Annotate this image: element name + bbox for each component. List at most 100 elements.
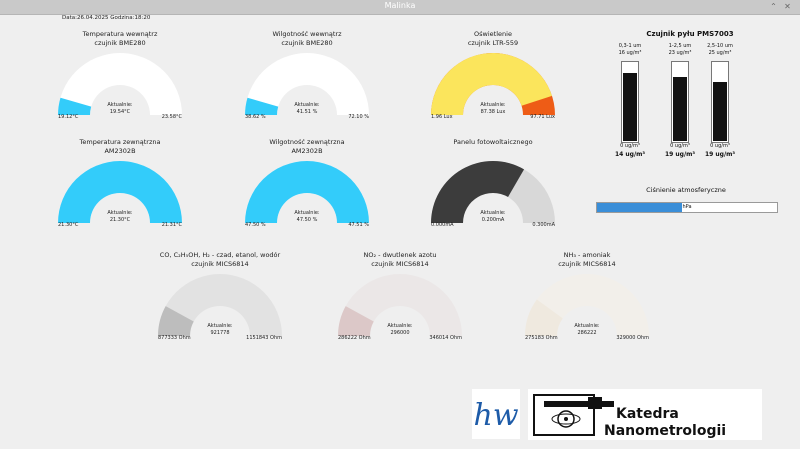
gauge-min: 1.96 Lux (431, 114, 453, 120)
gauge-current: Aktualnie: 19.54°C (30, 102, 210, 116)
gauge-current: Aktualnie: 47.50 % (217, 210, 397, 224)
gauge-subtitle: czujnik MICS6814 (558, 260, 616, 268)
pressure-label: Ciśnienie atmosferyczne (646, 186, 726, 194)
gauge-current-label: Aktualnie: (107, 210, 133, 216)
gauge-value-arc (58, 161, 182, 223)
logo-hw-text: hw (474, 398, 519, 433)
pms-zero: 0 ug/m³ (670, 143, 690, 149)
gauge-value-arc (431, 161, 525, 223)
gauge-gas-nh3: NH₃ - amoniak czujnik MICS6814 Aktualnie: 2… (497, 251, 677, 361)
gauge-title: Temperatura wewnątrz (82, 30, 158, 38)
gauge-min: 877333 Ohm (158, 335, 191, 341)
minimize-icon[interactable]: ⌃ (770, 2, 777, 11)
window-titlebar: Malinka ⌃ ✕ (0, 0, 800, 15)
gauge-value-arc (431, 53, 552, 115)
gauge-min: 0.000mA (431, 222, 454, 228)
gauge-title: CO, C₂H₅OH, H₂ - czad, etanol, wodór (159, 251, 281, 259)
gauge-title: Wilgotność zewnątrzna (269, 138, 345, 146)
pms-range: 2,5-10 um (707, 43, 733, 49)
pms-bar-pm25: 1-2,5 um 23 ug/m³ 0 ug/m³ 19 ug/m³ (660, 43, 700, 163)
gauge-current-value: 296000 (390, 330, 410, 336)
gauge-max: 97.71 Lux (530, 114, 555, 120)
gauge-min: 275183 Ohm (525, 335, 558, 341)
gauge-value-arc (338, 306, 374, 336)
gauge-title: Panelu fotowoltaicznego (453, 138, 533, 146)
university-logo: hw (472, 389, 520, 439)
logo-line2: Nanometrologii (604, 423, 726, 439)
gauge-max: 47.51 % (348, 222, 369, 228)
gauge-current: Aktualnie: 87.38 Lux (403, 102, 583, 116)
gauge-bg-arc (245, 53, 369, 115)
window-title: Malinka (384, 1, 416, 10)
gauge-max: 23.58°C (161, 114, 182, 120)
gauge-subtitle: czujnik BME280 (94, 39, 146, 47)
gauge-current-value: 0.200mA (481, 217, 505, 223)
pms-bar-pm1: 0,3-1 um 16 ug/m³ 0 ug/m³ 14 ug/m³ (610, 43, 650, 163)
gauge-hum-out: Wilgotność zewnątrzna AM2302B Aktualnie: 47… (217, 138, 397, 248)
gauge-max: 1151843 Ohm (246, 335, 282, 341)
gauge-current-label: Aktualnie: (480, 102, 506, 108)
pms-title: Czujnik pyłu PMS7003 (646, 30, 734, 38)
gauge-min: 38.62 % (245, 114, 266, 120)
gauge-value-arc (245, 161, 369, 223)
gauge-subtitle: czujnik MICS6814 (191, 260, 249, 268)
gauge-current-label: Aktualnie: (294, 102, 320, 108)
gauge-current: Aktualnie: 286222 (497, 323, 677, 337)
gauge-light: Oświetlenie czujnik LTR-559 Aktualnie: 87.3… (403, 30, 583, 140)
pms-zero: 0 ug/m³ (710, 143, 730, 149)
gauge-subtitle: AM2302B (291, 147, 323, 155)
department-logo: Katedra Nanometrologii (528, 389, 762, 440)
gauge-bg-arc (58, 53, 182, 115)
gauge-current: Aktualnie: 921778 (130, 323, 310, 337)
pms-bar-fill (623, 73, 637, 141)
gauge-title: Oświetlenie (474, 30, 512, 38)
gauge-max: 346014 Ohm (429, 335, 462, 341)
gauge-solar: Panelu fotowoltaicznego Aktualnie: 0.200mA… (403, 138, 583, 248)
pms-value: 19 ug/m³ (664, 151, 696, 158)
pms-range: 1-2,5 um (668, 43, 692, 49)
gauge-current-label: Aktualnie: (207, 323, 233, 329)
pressure-text: hPa (682, 204, 692, 210)
gauge-min: 19.12°C (58, 114, 79, 120)
gauge-current-value: 19.54°C (109, 109, 131, 115)
pms-value: 14 ug/m³ (614, 151, 646, 158)
gauge-current: Aktualnie: 296000 (310, 323, 490, 337)
gauge-max: 0.300mA (532, 222, 555, 228)
pms-range: 0,3-1 um (618, 43, 642, 49)
gauge-subtitle: czujnik BME280 (281, 39, 333, 47)
pms-bar-fill (673, 77, 687, 141)
gauge-title: Wilgotność wewnątrz (272, 30, 342, 38)
gauge-title: Temperatura zewnątrzna (79, 138, 161, 146)
close-icon[interactable]: ✕ (784, 2, 791, 11)
gauge-hum-in: Wilgotność wewnątrz czujnik BME280 Aktualn… (217, 30, 397, 140)
pms-max: 16 ug/m³ (618, 50, 642, 56)
gauge-title: NH₃ - amoniak (563, 251, 611, 259)
gauge-value-arc (158, 306, 194, 336)
gauge-current: Aktualnie: 0.200mA (403, 210, 583, 224)
gauge-subtitle: czujnik MICS6814 (371, 260, 429, 268)
gauge-max: 329000 Ohm (616, 335, 649, 341)
gauge-gas-co: CO, C₂H₅OH, H₂ - czad, etanol, wodór czuj… (130, 251, 310, 361)
gauge-min: 21.30°C (58, 222, 79, 228)
gauge-current-value: 286222 (577, 330, 597, 336)
gauge-current-value: 921778 (210, 330, 230, 336)
gauge-current-label: Aktualnie: (574, 323, 600, 329)
gauge-current: Aktualnie: 21.30°C (30, 210, 210, 224)
pms-zero: 0 ug/m³ (620, 143, 640, 149)
gauge-current-value: 21.30°C (109, 217, 131, 223)
pms-max: 23 ug/m³ (668, 50, 692, 56)
gauge-value-arc (58, 97, 92, 115)
pms-max: 25 ug/m³ (708, 50, 732, 56)
gauge-value-arc (245, 97, 279, 115)
gauge-current-value: 41.51 % (296, 109, 318, 115)
gauge-max: 21.31°C (161, 222, 182, 228)
pms-value: 19 ug/m³ (704, 151, 736, 158)
pms-bar-fill (713, 82, 727, 141)
gauge-current-value: 87.38 Lux (480, 109, 506, 115)
gauge-current: Aktualnie: 41.51 % (217, 102, 397, 116)
gauge-subtitle: AM2302B (104, 147, 136, 155)
gauge-temp-out: Temperatura zewnątrzna AM2302B Aktualnie: 2… (30, 138, 210, 248)
gauge-current-label: Aktualnie: (294, 210, 320, 216)
gauge-subtitle: czujnik LTR-559 (467, 39, 519, 47)
gauge-max: 72.10 % (348, 114, 369, 120)
